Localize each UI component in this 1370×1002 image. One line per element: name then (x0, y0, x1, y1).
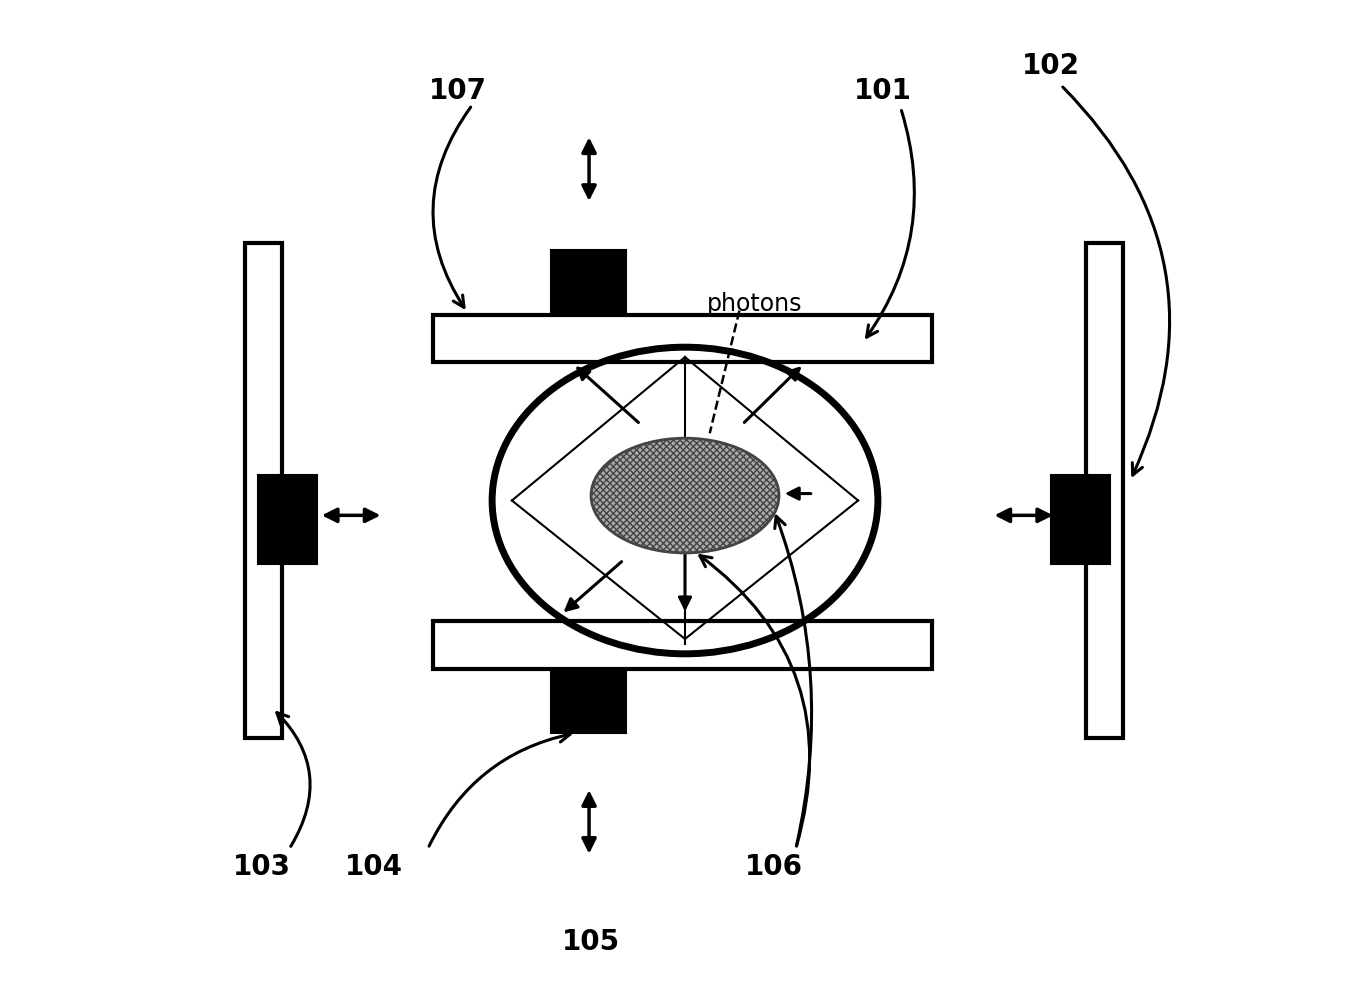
Bar (552, 669, 626, 733)
Text: photons: photons (707, 292, 801, 316)
Text: 101: 101 (854, 77, 912, 105)
Text: 103: 103 (233, 853, 290, 881)
Text: 102: 102 (1022, 52, 1080, 80)
Bar (552, 252, 626, 316)
Bar (258, 475, 316, 564)
Text: 106: 106 (745, 853, 803, 881)
Text: 104: 104 (344, 853, 403, 881)
Bar (1085, 244, 1123, 738)
Bar (1051, 475, 1110, 564)
Bar (245, 244, 282, 738)
Text: 107: 107 (429, 77, 486, 105)
Text: 105: 105 (562, 927, 621, 955)
Bar (433, 621, 932, 669)
Ellipse shape (590, 439, 780, 553)
Bar (433, 316, 932, 363)
